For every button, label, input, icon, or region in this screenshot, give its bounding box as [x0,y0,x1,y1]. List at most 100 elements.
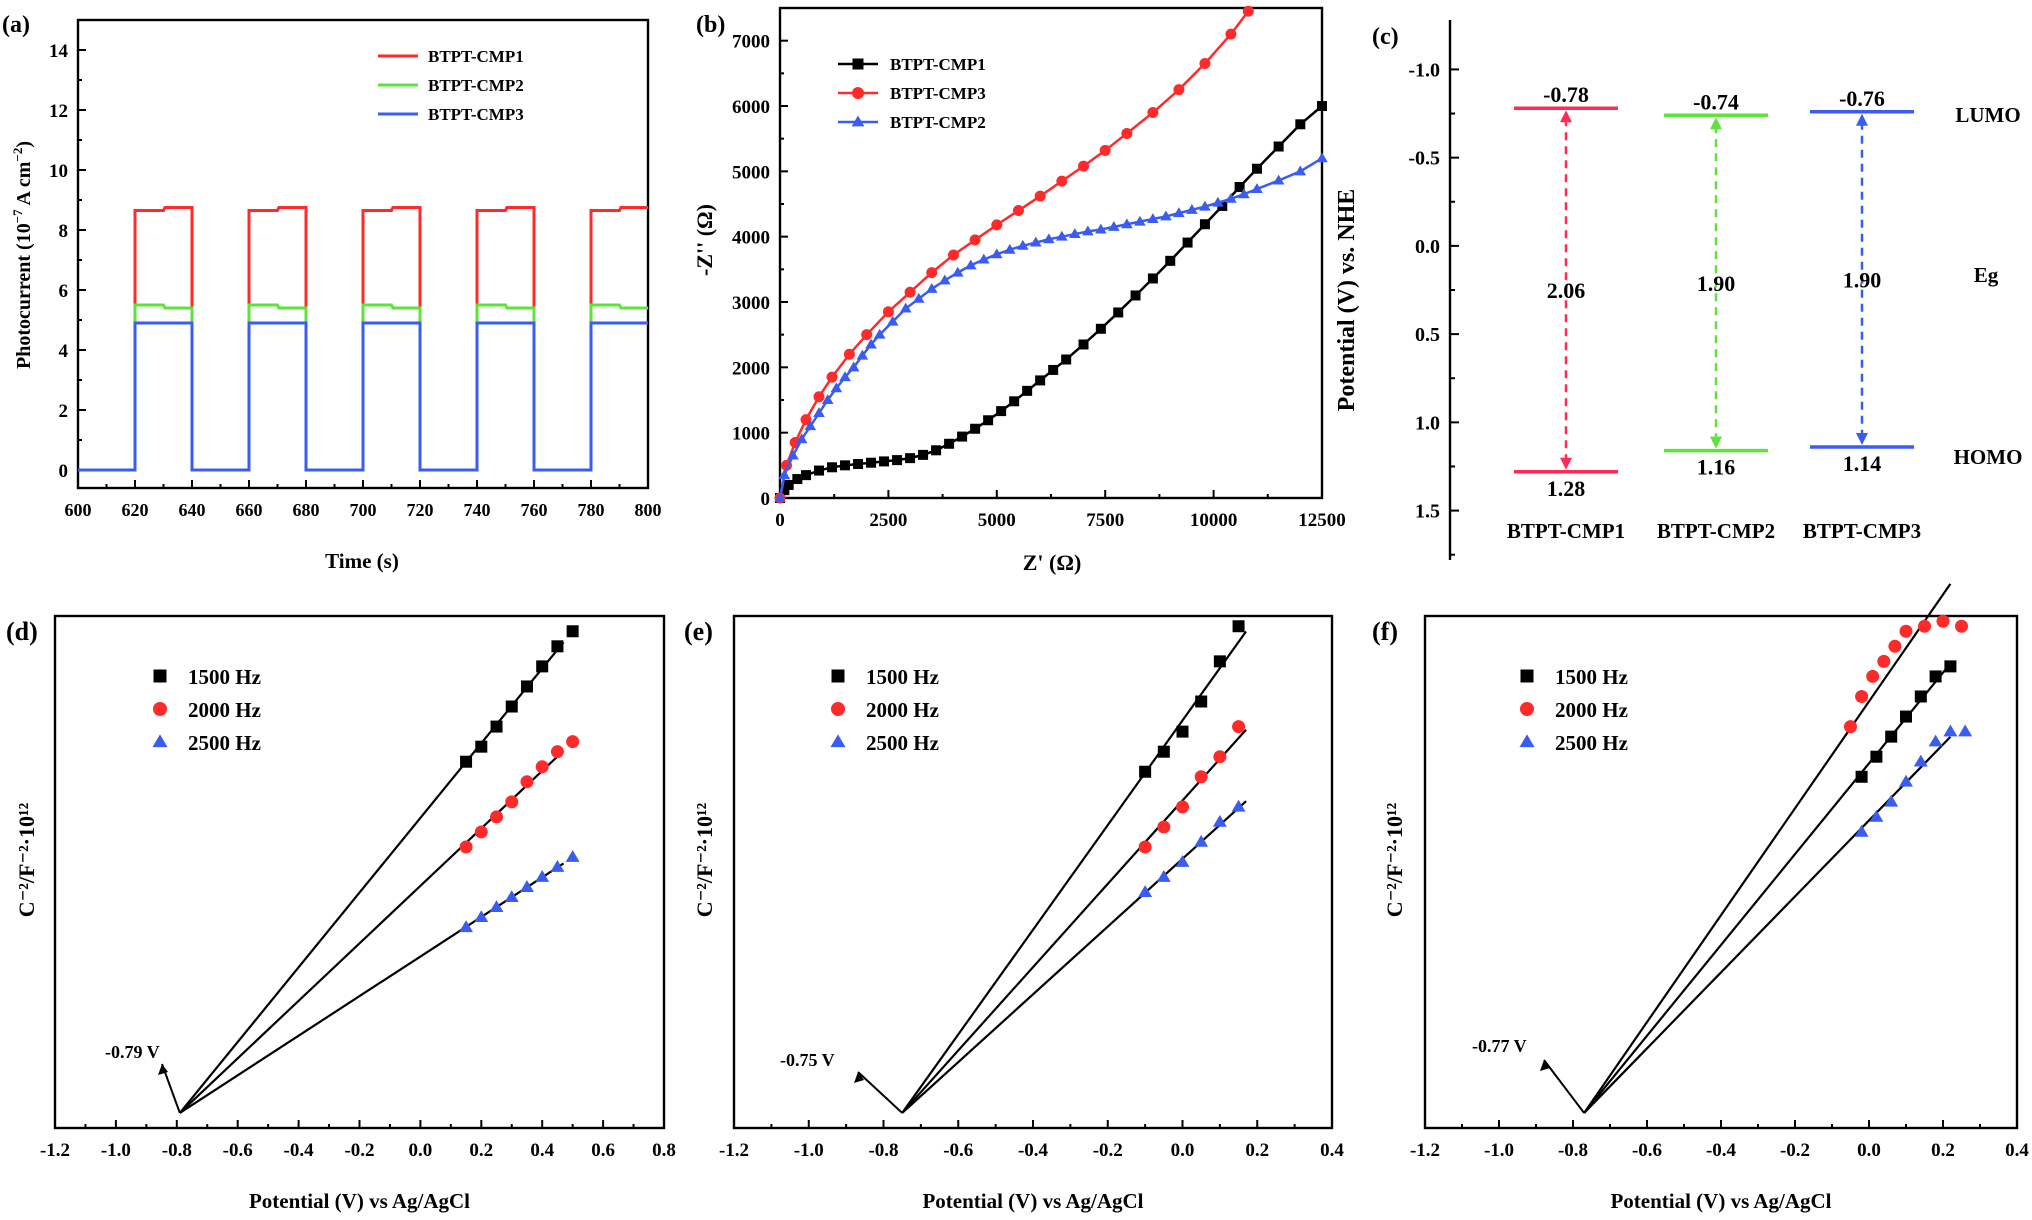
annotation-arrowhead [158,1064,168,1075]
legend-label: BTPT-CMP3 [428,105,524,124]
data-point [774,492,786,502]
data-point [1888,639,1902,653]
y-tick-label: 8 [59,221,69,242]
legend-marker [153,669,167,683]
data-point [1017,239,1029,250]
fit-line [179,749,565,1114]
legend-label: 2500 Hz [866,731,939,755]
data-point [535,760,549,774]
panel-label: (b) [696,12,725,38]
data-point [1069,228,1081,239]
data-point [1855,770,1868,783]
intercept-annotation: -0.79 V [105,1042,160,1062]
x-tick-label: 740 [464,500,491,520]
y-tick-label: 0 [761,489,771,510]
data-point [474,910,489,923]
data-point [1877,654,1891,668]
y-axis-title: C⁻²/F⁻²·10¹² [1382,802,1407,917]
x-axis-title: Time (s) [325,549,399,573]
data-point [1194,770,1208,784]
panel-label: (c) [1372,24,1399,50]
x-tick-label: 12500 [1298,510,1346,531]
y-axis-title: Photocurrent (10−7 A cm−2) [10,141,35,369]
data-point [536,660,549,673]
data-point [1156,870,1171,882]
data-point [1273,141,1284,152]
legend-label: BTPT-CMP1 [428,47,524,66]
data-point [926,267,938,279]
data-point [1173,207,1185,218]
data-point [1317,101,1327,111]
y-tick-label: 0 [59,461,69,482]
legend-label: 1500 Hz [188,665,261,689]
legend-label: BTPT-CMP3 [890,84,986,103]
y-axis-title-part: −2 [10,148,25,162]
data-point [804,420,817,431]
data-point [1212,814,1227,827]
data-point [1099,144,1111,156]
data-point [535,870,550,882]
data-point [566,625,579,638]
data-point [1232,720,1246,734]
x-tick-label: 0 [775,510,785,531]
x-tick-label: 0.6 [591,1140,615,1161]
panel-a: 600 620 640 660 680 700 720 740 760 780 800 0 2 4 6 8 10… [2,12,662,573]
x-tick-label: -0.8 [162,1140,192,1161]
data-point [1232,620,1245,633]
data-point [1870,750,1883,763]
lumo-value: -0.74 [1693,89,1739,114]
data-point [550,745,564,759]
legend-marker [1519,734,1535,748]
data-point [1213,655,1226,668]
data-point [931,445,942,456]
x-tick-label: -1.2 [40,1140,70,1161]
x-tick-label: -0.2 [1780,1140,1810,1161]
x-tick-label: -0.4 [1018,1140,1049,1161]
x-tick-label: -1.0 [794,1140,824,1161]
y-tick-label: 5000 [732,162,770,183]
fit-line [901,800,1247,1114]
data-point [1884,794,1899,807]
panel-f: -1.2 -1.0 -0.8 -0.6 -0.4 -0.2 0.0 0.2 0.4 -0.77 V… [1372,583,2029,1213]
panel-e: -1.2 -1.0 -0.8 -0.6 -0.4 -0.2 0.0 0.2 0.4 -0.75 V… [684,614,1344,1213]
data-point [1231,799,1246,812]
x-tick-label: -0.6 [943,1140,973,1161]
data-point [814,465,825,476]
data-point [1225,192,1237,203]
data-point [800,414,812,426]
y-tick-label: 1.5 [1415,501,1440,523]
data-point [1958,724,1973,737]
data-point [1844,720,1857,734]
data-point [873,328,886,339]
data-point [899,302,912,313]
data-point [801,470,812,481]
data-point [1030,236,1042,247]
x-tick-label: 0.2 [469,1140,493,1161]
data-point [1943,724,1958,737]
data-point [813,391,825,403]
legend-marker [152,734,168,748]
data-point [1855,689,1869,703]
data-point [779,485,790,496]
legend-marker [1520,702,1534,716]
data-point [866,457,877,468]
data-point [1854,824,1869,837]
legend-label: 2000 Hz [1555,698,1628,722]
x-tick-label: -0.4 [284,1140,315,1161]
series-line-BTPT-CMP2 [778,157,1323,499]
x-tick-label: 7500 [1086,510,1124,531]
homo-label: HOMO [1954,445,2023,469]
data-point [1121,218,1133,229]
fit-line [901,630,1247,1114]
y-tick-label: 0.0 [1415,236,1440,258]
x-tick-label: -1.2 [1410,1140,1440,1161]
fit-line [179,862,565,1114]
data-point [1147,107,1159,119]
data-point [792,474,803,485]
panel-d: -1.2 -1.0 -0.8 -0.6 -0.4 -0.2 0.0 0.2 0.4 0.6 0.8 -… [6,614,676,1213]
data-point [1175,854,1190,867]
y-axis-title: C⁻²/F⁻²·10¹² [692,802,717,917]
data-point [944,438,955,449]
data-point [1078,160,1090,172]
data-point [1147,273,1158,284]
